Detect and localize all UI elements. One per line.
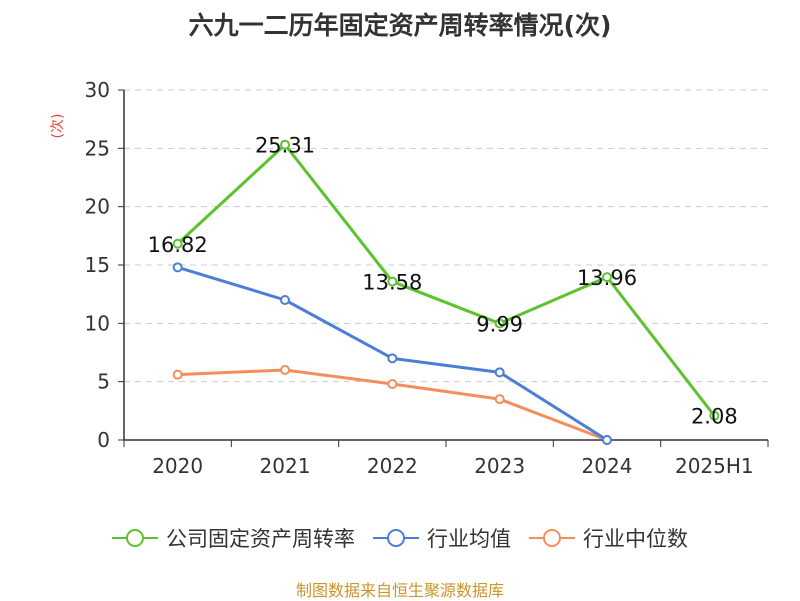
- x-tick-label: 2023: [474, 454, 525, 478]
- data-point[interactable]: [172, 369, 183, 380]
- chart-title: 六九一二历年固定资产周转率情况(次): [188, 11, 612, 40]
- data-point[interactable]: [387, 379, 398, 389]
- data-point[interactable]: [172, 262, 183, 273]
- axes: 0 5 10 15 20 25 30 2020 2021 2022 2023 2024 2025H1: [85, 78, 769, 478]
- data-label: 2.08: [691, 405, 738, 429]
- data-point[interactable]: [280, 365, 290, 375]
- data-point[interactable]: [709, 410, 720, 421]
- y-axis-label: (次): [50, 114, 66, 139]
- legend-label-industry-median: 行业中位数: [583, 527, 688, 551]
- data-point[interactable]: [494, 394, 505, 405]
- y-tick-label: 15: [85, 253, 110, 277]
- legend-marker-company: [112, 529, 158, 547]
- data-point[interactable]: [602, 435, 612, 445]
- data-point[interactable]: [172, 238, 183, 249]
- y-tick-label: 0: [97, 428, 110, 452]
- legend-marker-industry-median: [529, 529, 575, 547]
- grid-lines: [124, 89, 768, 383]
- data-point[interactable]: [494, 367, 505, 378]
- legend: 公司固定资产周转率 行业均值 行业中位数: [0, 522, 800, 554]
- data-point[interactable]: [387, 353, 398, 364]
- legend-item-industry-mean[interactable]: 行业均值: [373, 523, 511, 553]
- data-label: 25.31: [255, 134, 315, 158]
- data-labels: 16.82 25.31 13.58 9.99 13.96 2.08: [148, 134, 738, 429]
- data-point[interactable]: [280, 295, 290, 305]
- data-point[interactable]: [387, 276, 398, 287]
- x-tick-label: 2020: [152, 454, 203, 478]
- data-point[interactable]: [494, 318, 505, 329]
- series-lines: [172, 139, 720, 445]
- legend-marker-industry-mean: [373, 529, 419, 547]
- data-label: 13.58: [362, 271, 422, 295]
- x-tick-label: 2022: [367, 454, 418, 478]
- y-tick-label: 10: [85, 311, 110, 335]
- legend-label-industry-mean: 行业均值: [427, 527, 511, 551]
- legend-item-company[interactable]: 公司固定资产周转率: [112, 523, 355, 553]
- x-tick-label: 2024: [582, 454, 633, 478]
- y-tick-label: 20: [85, 195, 110, 219]
- data-label: 13.96: [577, 266, 637, 290]
- y-tick-label: 5: [97, 370, 110, 394]
- legend-label-company: 公司固定资产周转率: [166, 527, 355, 551]
- y-tick-label: 25: [85, 136, 110, 160]
- series-line: [176, 143, 716, 417]
- x-tick-label: 2021: [260, 454, 311, 478]
- data-source-note: 制图数据来自恒生聚源数据库: [295, 581, 504, 600]
- legend-item-industry-median[interactable]: 行业中位数: [529, 523, 688, 553]
- y-tick-label: 30: [85, 78, 110, 102]
- data-label: 9.99: [476, 312, 523, 336]
- x-tick-label: 2025H1: [675, 454, 754, 478]
- data-label: 16.82: [148, 233, 208, 257]
- data-point[interactable]: [602, 272, 612, 283]
- data-point[interactable]: [280, 139, 290, 150]
